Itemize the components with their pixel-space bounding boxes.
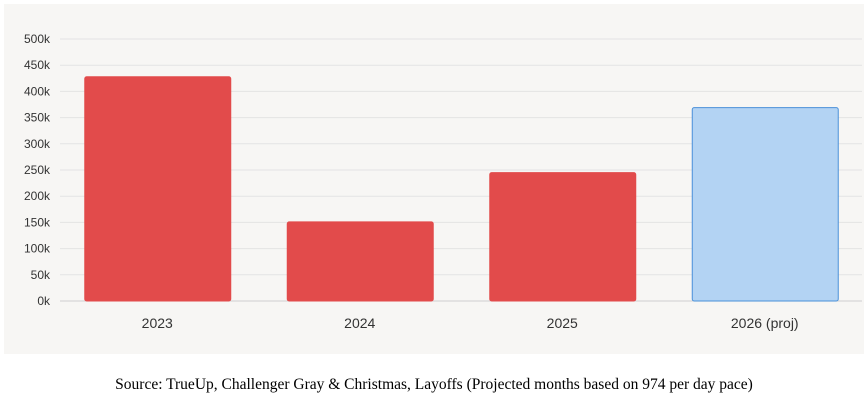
y-tick-label: 350k (24, 111, 51, 125)
bar (286, 221, 434, 302)
y-tick-label: 100k (24, 242, 51, 256)
y-tick-label: 500k (24, 32, 51, 46)
y-tick-label: 400k (24, 84, 51, 98)
y-tick-label: 0k (37, 294, 51, 308)
y-tick-label: 50k (31, 268, 51, 282)
x-tick-label: 2026 (proj) (731, 315, 799, 331)
y-tick-label: 300k (24, 137, 51, 151)
x-tick-label: 2025 (547, 315, 578, 331)
y-tick-label: 150k (24, 215, 51, 229)
bar (84, 76, 232, 302)
y-tick-label: 450k (24, 58, 51, 72)
y-tick-label: 250k (24, 163, 51, 177)
x-tick-label: 2023 (142, 315, 173, 331)
y-tick-label: 200k (24, 189, 51, 203)
source-note: Source: TrueUp, Challenger Gray & Christ… (115, 376, 753, 393)
x-tick-label: 2024 (344, 315, 375, 331)
bar (489, 172, 637, 302)
chart-panel: 0k 50k 100k 150k 200k 250k 300k 350k 400k 450k 500… (4, 4, 864, 354)
bar-chart: 0k 50k 100k 150k 200k 250k 300k 350k 400k 450k 500… (24, 32, 862, 331)
bar (691, 107, 839, 302)
